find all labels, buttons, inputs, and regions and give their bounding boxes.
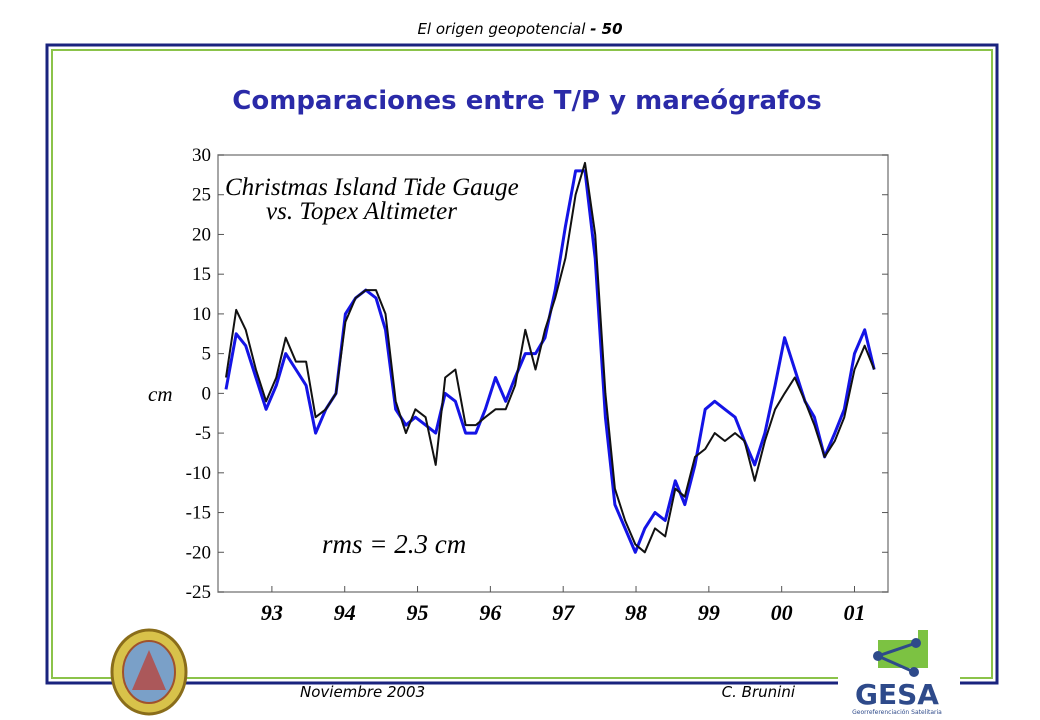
x-tick-label: 96 — [479, 600, 501, 625]
y-tick-label: 20 — [192, 224, 211, 245]
y-tick-label: -10 — [186, 463, 211, 484]
y-tick-label: 15 — [192, 264, 211, 285]
annotation: rms = 2.3 cm — [322, 529, 466, 559]
frame-inner — [51, 49, 993, 679]
frame — [45, 43, 999, 685]
y-axis-label: cm — [148, 382, 173, 406]
y-tick-label: 30 — [192, 145, 211, 166]
plot: -25 -20 -15 -10 -5 0 5 10 15 20 25 30 93 94 95 96 97 98 99… — [186, 145, 888, 625]
y-tick-label: 25 — [192, 185, 211, 206]
chart-title: Comparaciones entre T/P y mareógrafos — [232, 86, 821, 116]
header-title: El origen geopotencial — [417, 20, 586, 38]
footer-date: Noviembre 2003 — [300, 683, 425, 701]
footer-author: C. Brunini — [722, 683, 796, 701]
series-line — [225, 161, 876, 554]
x-tick-label: 99 — [698, 600, 720, 625]
y-tick-label: -15 — [186, 503, 211, 524]
annotation: Christmas Island Tide Gauge — [225, 174, 519, 201]
header-page: - 50 — [590, 20, 622, 38]
x-tick-label: 94 — [334, 600, 356, 625]
header: El origen geopotencial - 50 — [417, 20, 622, 38]
y-tick-label: 10 — [192, 304, 211, 325]
x-tick-label: 00 — [771, 600, 793, 625]
y-tick-label: -25 — [186, 582, 211, 603]
y-tick-label: -20 — [186, 542, 211, 563]
annotation: vs. Topex Altimeter — [266, 198, 457, 225]
y-tick-label: -5 — [195, 423, 211, 444]
x-tick-label: 93 — [261, 600, 283, 625]
seal-logo — [110, 628, 188, 716]
x-tick-label: 97 — [552, 600, 575, 625]
y-tick-label: 5 — [202, 344, 212, 365]
gesa-logo: GESA Georreferenciación Satelitaria — [838, 628, 960, 720]
x-tick-label: 95 — [407, 600, 429, 625]
x-tick-label: 01 — [844, 600, 866, 625]
logo-subtitle: Georreferenciación Satelitaria — [852, 709, 942, 716]
logo-name: GESA — [855, 678, 939, 711]
y-tick-label: 0 — [202, 383, 212, 404]
x-tick-label: 98 — [625, 600, 647, 625]
